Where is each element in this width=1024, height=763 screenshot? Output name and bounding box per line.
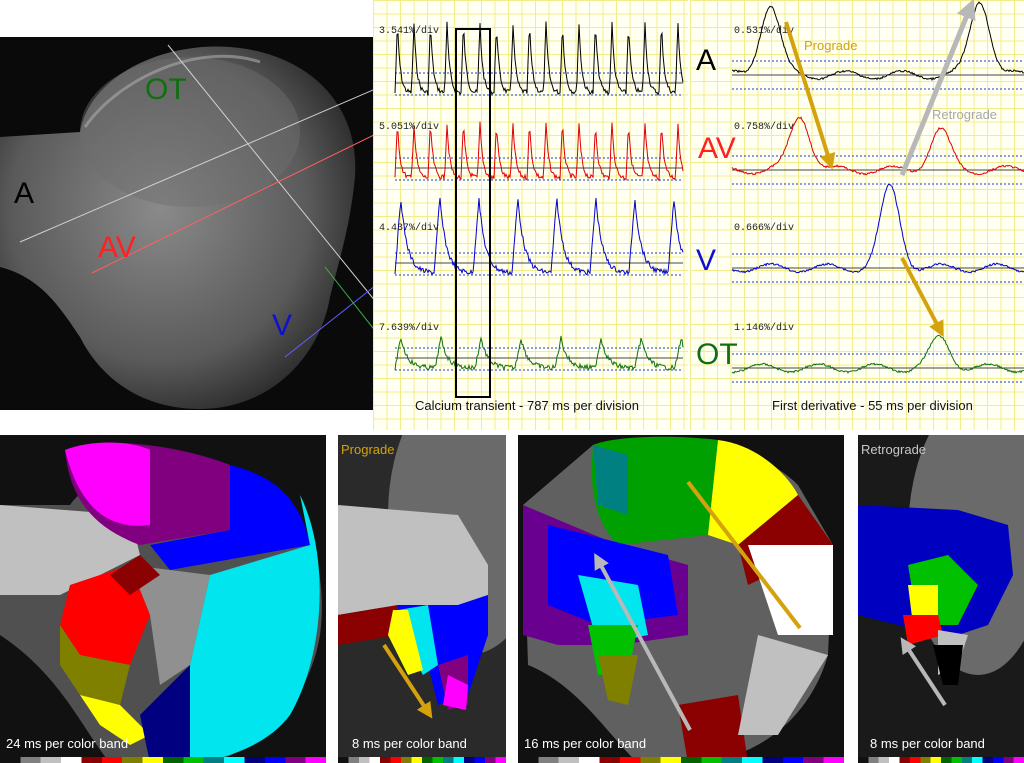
activation-map-3	[518, 435, 844, 763]
derivative-caption: First derivative - 55 ms per division	[772, 398, 973, 413]
deriv-scale-ot: 1.146%/div	[734, 323, 795, 334]
derivative-traces	[731, 1, 1024, 383]
heart-image	[0, 44, 373, 410]
activation-map-2	[338, 435, 506, 763]
transient-scale-ot: 7.639%/div	[379, 323, 440, 334]
deriv-scale-a: 0.531%/div	[734, 26, 795, 37]
map-4-colorbar	[858, 757, 1024, 763]
label-a: A	[14, 177, 35, 210]
map-1-caption: 24 ms per color band	[6, 736, 129, 751]
heart-silhouette	[0, 46, 356, 410]
map-4-caption: 8 ms per color band	[870, 736, 985, 751]
activation-map-4	[858, 435, 1024, 763]
map-2-title: Prograde	[341, 442, 395, 457]
deriv-label-v: V	[696, 244, 717, 277]
map-2-caption: 8 ms per color band	[352, 736, 467, 751]
deriv-label-ot: OT	[696, 338, 738, 371]
transient-trace-a	[394, 21, 684, 97]
map-panel-4: Retrograde 8 ms per color band	[858, 435, 1024, 763]
map-3-colorbar	[518, 757, 844, 763]
transient-scale-a: 3.541%/div	[379, 26, 440, 37]
prograde-label: Prograde	[804, 38, 858, 53]
deriv-trace-ot	[731, 334, 1024, 374]
deriv-trace-a	[732, 1, 1024, 81]
map-2-colorbar	[338, 757, 506, 763]
transient-trace-ot	[394, 335, 684, 372]
deriv-trace-av	[731, 116, 1024, 176]
map-3-caption: 16 ms per color band	[524, 736, 647, 751]
transient-trace-v	[394, 198, 684, 276]
map-panel-3: 16 ms per color band	[518, 435, 844, 763]
activation-map-1	[0, 435, 326, 763]
deriv-scale-av: 0.758%/div	[734, 122, 795, 133]
deriv-scale-v: 0.666%/div	[734, 223, 795, 234]
label-v: V	[272, 309, 293, 342]
transient-trace-av	[394, 121, 684, 182]
map-panel-1: 24 ms per color band	[0, 435, 326, 763]
deriv-label-a: A	[696, 44, 717, 77]
map-4-title: Retrograde	[861, 442, 927, 457]
transient-plot: 3.541%/div 5.051%/div 4.437%/div 7.639%/…	[373, 0, 688, 430]
deriv-label-av: AV	[698, 132, 736, 165]
transient-caption: Calcium transient - 787 ms per division	[415, 398, 639, 413]
transient-scale-av: 5.051%/div	[379, 122, 440, 133]
heart-image-panel: OT A AV V	[0, 37, 373, 410]
map-panel-2: Prograde 8 ms per color band	[338, 435, 506, 763]
transient-scale-v: 4.437%/div	[379, 223, 440, 234]
label-ot: OT	[145, 73, 187, 106]
map-1-colorbar	[0, 757, 326, 763]
derivative-plot: 0.531%/div 0.758%/div 0.666%/div 1.146%/…	[690, 0, 1024, 430]
deriv-trace-v	[731, 183, 1024, 274]
transient-traces	[394, 21, 684, 372]
retrograde-label: Retrograde	[932, 107, 998, 122]
label-av: AV	[98, 231, 136, 264]
selection-box[interactable]	[455, 28, 491, 398]
